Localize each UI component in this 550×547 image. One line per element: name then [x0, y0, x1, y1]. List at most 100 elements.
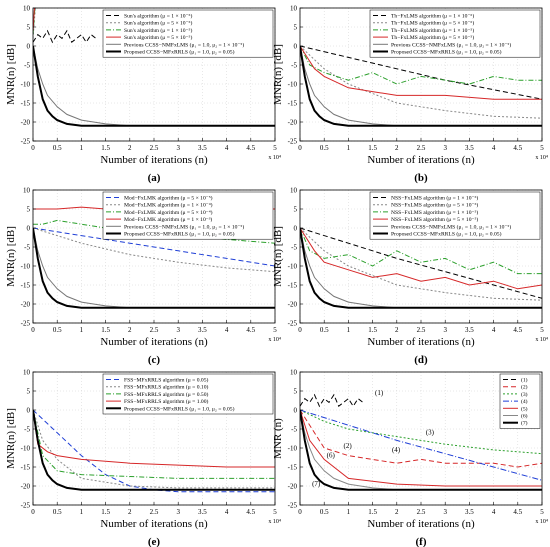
x-tick-label: 1	[347, 326, 351, 334]
legend-entry: Proposed CCSS−MFxRRLS (μ₁ = 1.0, μ₂ = 0.…	[124, 231, 235, 238]
x-tick-label: 0	[298, 508, 302, 516]
annotation-label: (4)	[392, 446, 401, 454]
x-tick-label: 4	[492, 326, 496, 334]
series-line-1	[33, 29, 97, 44]
annotation-label: (3)	[426, 429, 435, 437]
x-tick-label: 0.5	[53, 508, 62, 516]
legend-entry: Proposed CCSS−MFxRRLS (μ₁ = 1.0, μ₂ = 0.…	[124, 49, 235, 56]
x-tick-label: 2	[128, 144, 132, 152]
y-tick-label: -25	[288, 138, 298, 146]
series-line-5	[33, 409, 275, 491]
y-axis-label: MNR(n) [dB]	[272, 44, 284, 105]
legend-box	[102, 373, 274, 415]
y-tick-label: -15	[288, 100, 298, 108]
legend-entry: Th−FxLMS algorithm (μ = 1 × 10⁻⁵)	[391, 27, 474, 34]
legend-entry: FSS−MFxRRLS algorithm (μ = 1.00)	[124, 398, 209, 405]
x-tick-label: 2.5	[417, 144, 426, 152]
x-tick-label: 0	[298, 326, 302, 334]
y-tick-label: -15	[21, 100, 31, 108]
y-tick-label: -20	[288, 301, 298, 309]
x-tick-label: 1	[80, 144, 84, 152]
x-tick-label: 1.5	[101, 144, 110, 152]
x-tick-label: 1.5	[101, 508, 110, 516]
y-tick-label: -15	[288, 464, 298, 472]
x-multiplier: x 10⁴	[535, 337, 548, 343]
legend-entry: (2)	[521, 384, 528, 391]
legend-entry: (1)	[521, 377, 528, 384]
y-tick-label: 5	[27, 388, 31, 396]
y-tick-label: 0	[27, 225, 31, 233]
legend-entry: FSS−MFxRRLS algorithm (μ = 0.50)	[124, 391, 209, 398]
y-tick-label: 0	[27, 43, 31, 51]
x-tick-label: 3.5	[198, 144, 207, 152]
legend-entry: (4)	[521, 398, 528, 405]
y-tick-label: -25	[288, 502, 298, 510]
x-tick-label: 0	[31, 326, 35, 334]
panel-label: (f)	[416, 536, 427, 547]
x-axis-label: Number of iterations (n)	[100, 154, 208, 166]
y-tick-label: -5	[24, 426, 30, 434]
y-tick-label: 5	[294, 206, 298, 214]
y-tick-label: -10	[21, 81, 31, 89]
x-tick-label: 1.5	[101, 326, 110, 334]
legend: NSS−FxLMS algorithm (μ = 1 × 10⁻⁶)NSS−Fx…	[369, 191, 541, 240]
legend-entry: Mod−FxLMK algorithm (μ = 1 × 10⁻³)	[124, 216, 212, 223]
series-line-7	[300, 409, 542, 491]
y-tick-label: -15	[21, 282, 31, 290]
y-tick-label: -5	[291, 244, 297, 252]
series-line-4	[33, 8, 36, 31]
legend-entry: FSS−MFxRRLS algorithm (μ = 0.10)	[124, 384, 209, 391]
panel-label: (c)	[148, 354, 161, 366]
legend-entry: NSS−FxLMS algorithm (μ = 5 × 10⁻⁶)	[391, 202, 478, 209]
legend-entry: Th−FxLMS algorithm (μ = 1 × 10⁻⁶)	[391, 13, 474, 20]
x-tick-label: 4	[225, 326, 229, 334]
y-tick-label: -20	[21, 301, 31, 309]
y-tick-label: -20	[21, 483, 31, 491]
annotation-label: (6)	[327, 452, 336, 460]
legend-entry: NSS−FxLMS algorithm (μ = 1 × 10⁻⁵)	[391, 209, 478, 216]
annotation-label: (1)	[375, 389, 384, 397]
y-tick-label: 5	[294, 388, 298, 396]
x-tick-label: 2	[395, 508, 399, 516]
y-tick-label: -5	[291, 62, 297, 70]
chart-panel-6: 0 0.5 1 1.5 2 2.5 3 3.5 4 4.5 5 -25 -20 -15 -10 -5 0 5 10 x…	[272, 369, 548, 547]
x-tick-label: 1	[80, 508, 84, 516]
legend: (1)(2)(3)(4)(5)(6)(7)	[499, 373, 541, 429]
y-tick-label: -20	[288, 119, 298, 127]
series-line-4	[300, 409, 542, 481]
y-tick-label: -5	[291, 426, 297, 434]
x-tick-label: 5	[540, 508, 544, 516]
x-tick-label: 3	[443, 326, 447, 334]
x-tick-label: 4	[492, 144, 496, 152]
x-tick-label: 4.5	[246, 508, 255, 516]
x-tick-label: 1.5	[368, 508, 377, 516]
legend-entry: Proposed CCSS−MFxRRLS (μ₁ = 1.0, μ₂ = 0.…	[391, 231, 502, 238]
legend-entry: Sun's algorithm (μ = 1 × 10⁻⁶)	[124, 13, 192, 20]
x-tick-label: 0	[31, 508, 35, 516]
x-tick-label: 5	[273, 326, 277, 334]
x-tick-label: 2.5	[417, 326, 426, 334]
legend-entry: NSS−FxLMS algorithm (μ = 5 × 10⁻⁵)	[391, 216, 478, 223]
annotation-label: (7)	[312, 480, 321, 488]
chart-panel-3: 0 0.5 1 1.5 2 2.5 3 3.5 4 4.5 5 -25 -20 -15 -10 -5 0 5 10 x…	[5, 187, 281, 367]
legend-box	[369, 191, 541, 240]
x-axis-label: Number of iterations (n)	[100, 336, 208, 348]
x-tick-label: 0.5	[320, 508, 329, 516]
x-tick-label: 3	[443, 508, 447, 516]
x-tick-label: 3.5	[465, 508, 474, 516]
y-tick-label: -25	[21, 138, 31, 146]
x-tick-label: 3.5	[465, 144, 474, 152]
x-tick-label: 2.5	[150, 144, 159, 152]
y-tick-label: -10	[21, 445, 31, 453]
series-line-6	[300, 45, 542, 127]
y-tick-label: 10	[290, 5, 298, 13]
y-tick-label: 10	[23, 369, 31, 377]
chart-panel-5: 0 0.5 1 1.5 2 2.5 3 3.5 4 4.5 5 -25 -20 -15 -10 -5 0 5 10 x…	[5, 369, 281, 547]
x-tick-label: 5	[540, 326, 544, 334]
legend-entry: Previous CCSS−NMFxLMS (μ₁ = 1.0, μ₂ = 1 …	[391, 41, 511, 48]
series-line-1	[300, 45, 542, 100]
x-multiplier: x 10⁴	[268, 519, 281, 525]
series-group	[33, 409, 275, 493]
x-tick-label: 4.5	[246, 144, 255, 152]
x-tick-label: 3	[176, 326, 180, 334]
